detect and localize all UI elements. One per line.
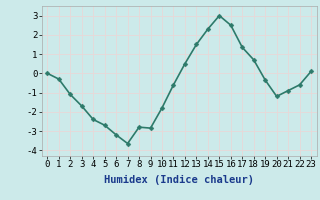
X-axis label: Humidex (Indice chaleur): Humidex (Indice chaleur) xyxy=(104,175,254,185)
